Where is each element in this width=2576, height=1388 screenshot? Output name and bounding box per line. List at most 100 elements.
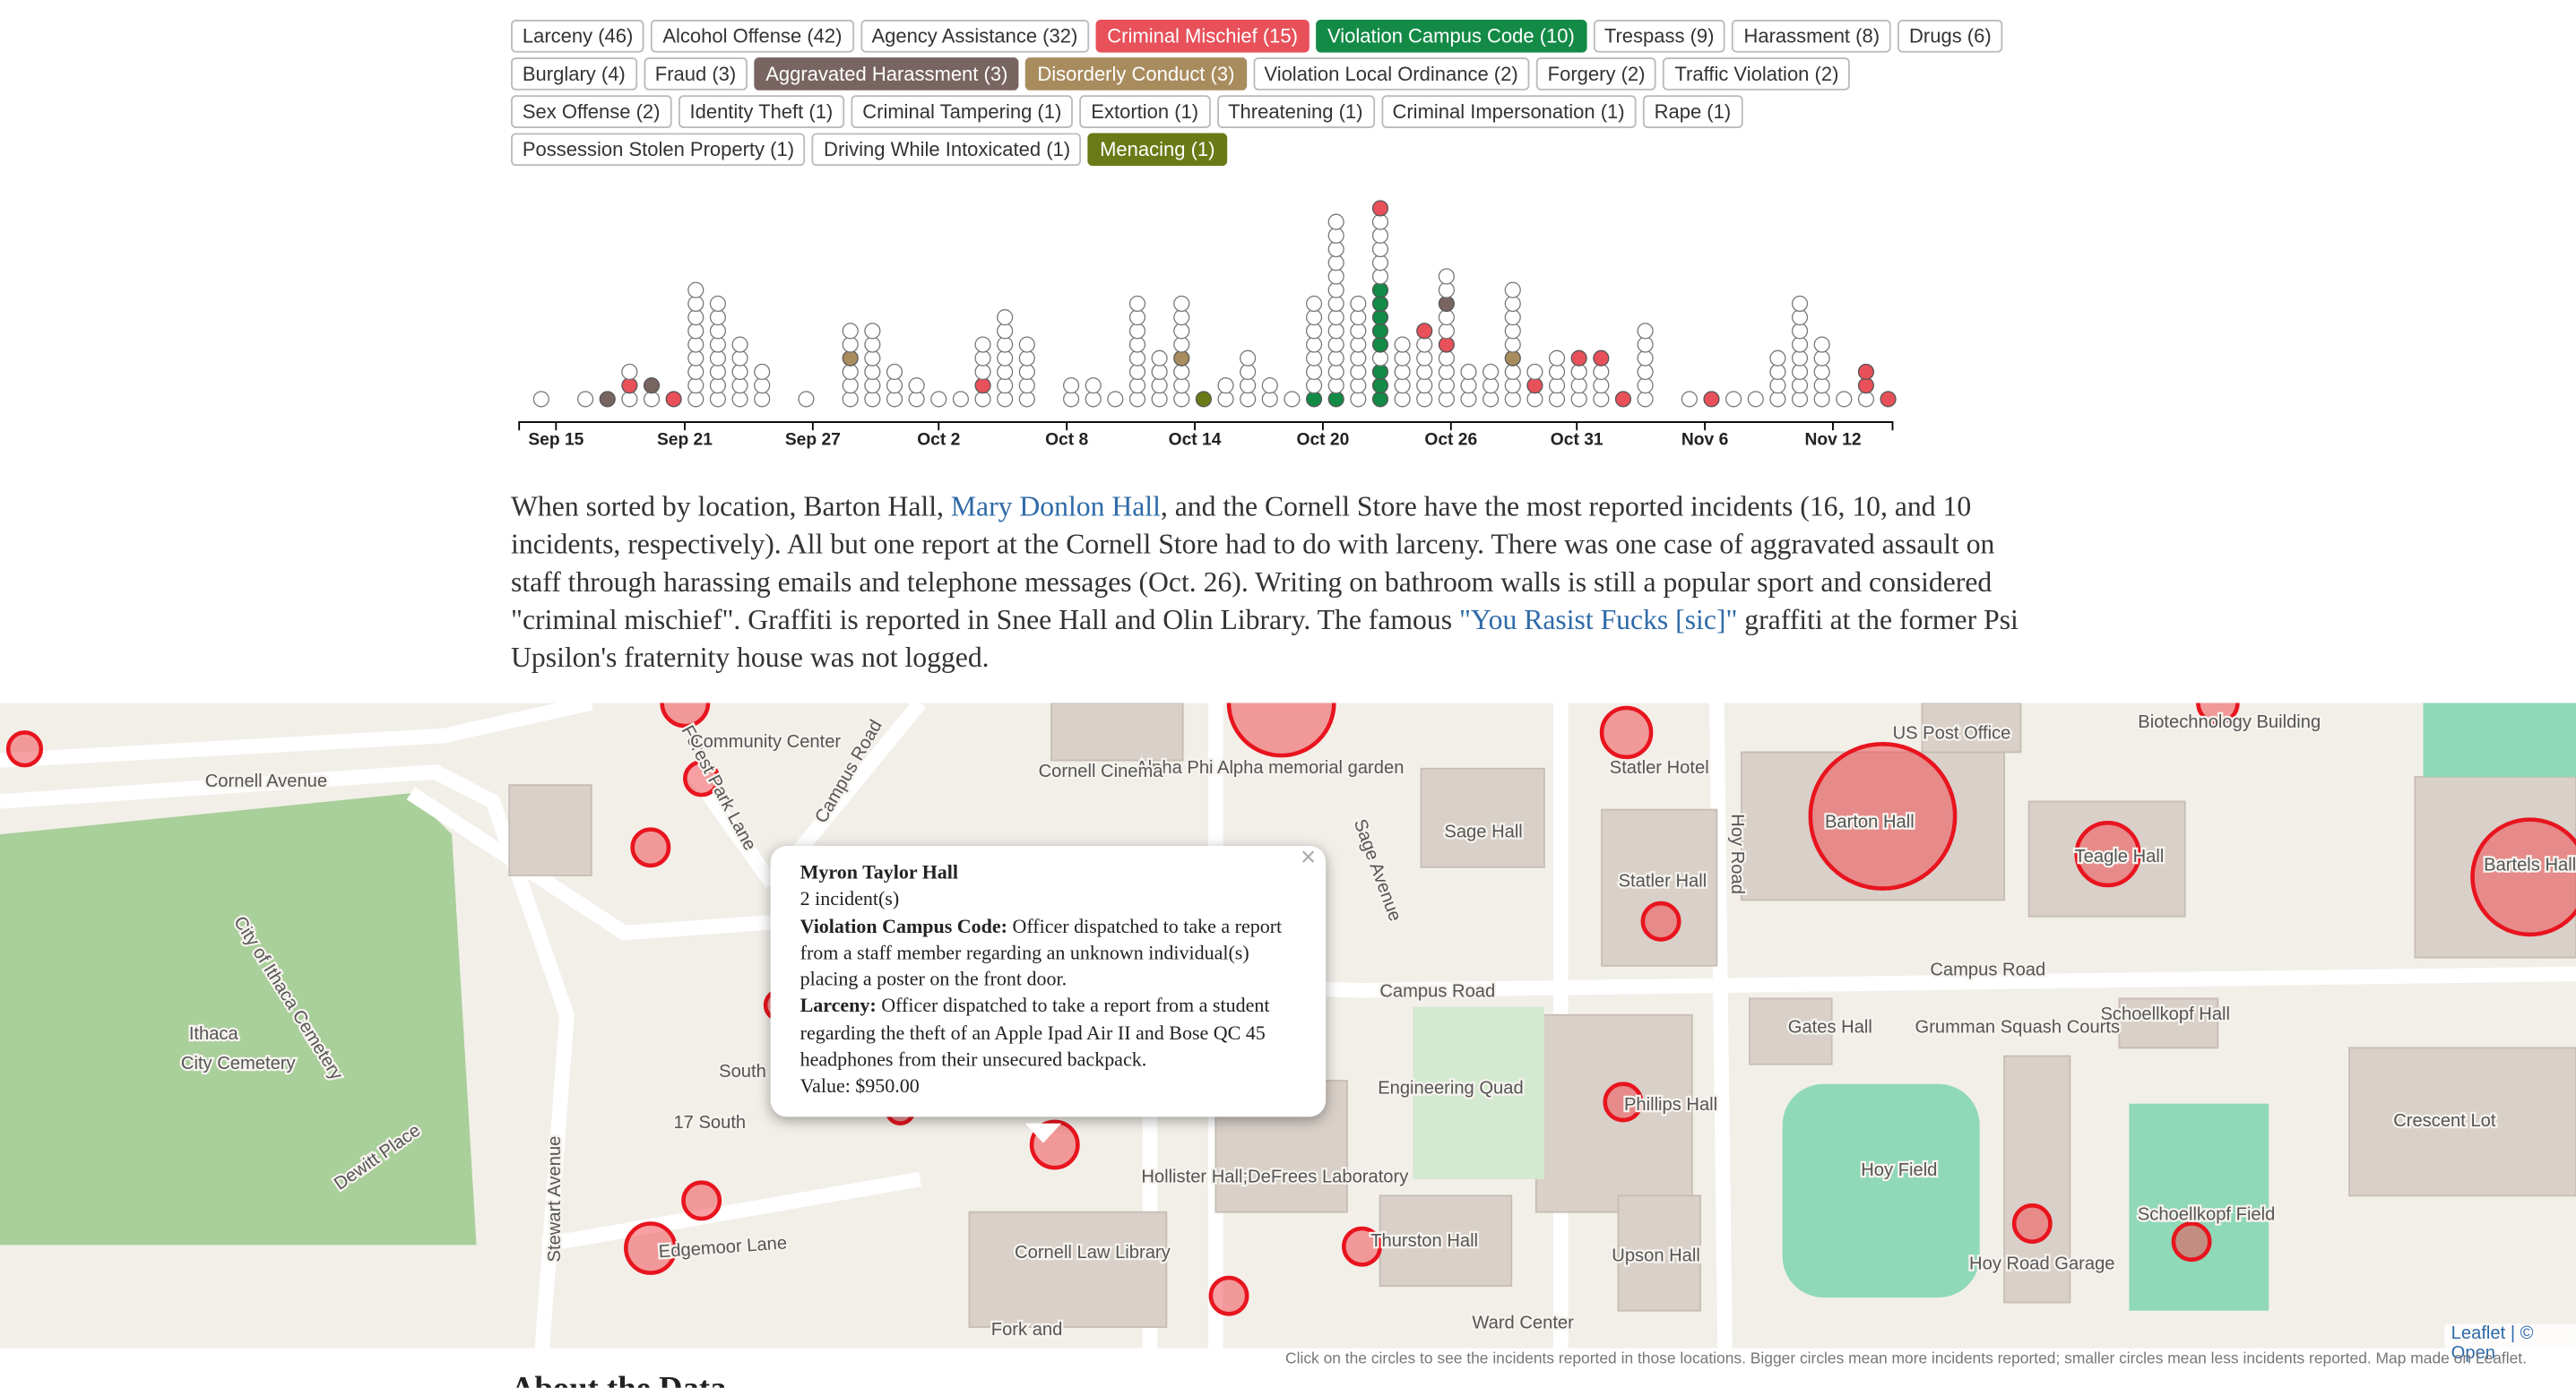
incident-dot [1173, 377, 1190, 394]
incident-dot [1195, 391, 1212, 408]
filter-tag[interactable]: Aggravated Harassment (3) [754, 57, 1020, 91]
incident-dot [709, 349, 726, 366]
filter-tag[interactable]: Forgery (2) [1535, 57, 1657, 91]
filter-tag[interactable]: Rape (1) [1642, 95, 1743, 128]
filter-tag[interactable]: Traffic Violation (2) [1663, 57, 1851, 91]
incident-dot [1438, 295, 1455, 312]
incident-circle[interactable] [2011, 1203, 2053, 1244]
incident-dot [709, 391, 726, 408]
link[interactable]: Mary Donlon Hall [950, 491, 1161, 522]
map-label: Gates Hall [1788, 1018, 1872, 1038]
incident-circle[interactable] [1640, 901, 1681, 942]
incident-dot [1371, 295, 1389, 312]
incident-circle[interactable] [1342, 1226, 1382, 1267]
map-label: Teagle Hall [2075, 847, 2165, 866]
incident-dot [1173, 336, 1190, 353]
incident-dot [886, 377, 903, 394]
filter-tag[interactable]: Criminal Mischief (15) [1095, 19, 1310, 53]
incident-dot [864, 377, 881, 394]
map-label: 17 South [673, 1113, 746, 1133]
map-label: Hoy Road Garage [1969, 1254, 2114, 1274]
link[interactable]: "You Rasist Fucks [sic]" [1458, 604, 1738, 636]
incident-dot [1504, 295, 1521, 312]
incident-circle[interactable] [660, 703, 711, 728]
filter-tag[interactable]: Extortion (1) [1079, 95, 1210, 128]
incident-dot [1128, 391, 1146, 408]
incident-circle[interactable] [1208, 1275, 1249, 1316]
incident-dot [1416, 323, 1433, 340]
incident-circle[interactable] [624, 1221, 678, 1275]
incident-dot [1371, 363, 1389, 381]
incident-dot [974, 363, 991, 381]
filter-tag[interactable]: Menacing (1) [1088, 133, 1227, 167]
incident-dot [1813, 349, 1830, 366]
incident-dot [1416, 377, 1433, 394]
incident-circle[interactable] [2196, 703, 2240, 725]
incident-circle[interactable] [1603, 1082, 1644, 1123]
incident-dot [1261, 391, 1278, 408]
incident-dot [754, 377, 771, 394]
incident-dot [1526, 363, 1543, 381]
incident-dot [532, 391, 549, 408]
incident-dot [1327, 213, 1344, 230]
filter-tag[interactable]: Possession Stolen Property (1) [511, 133, 806, 167]
incident-dot [1593, 377, 1610, 394]
incident-circle[interactable] [1226, 703, 1336, 758]
incident-dot [1305, 391, 1323, 408]
incident-dot [1018, 336, 1035, 353]
incident-circle[interactable] [2171, 1221, 2212, 1263]
incident-dot [1240, 377, 1257, 394]
incident-dot [1880, 391, 1897, 408]
filter-tag[interactable]: Violation Campus Code (10) [1316, 19, 1586, 53]
incident-circle[interactable] [630, 827, 671, 868]
popup-close[interactable]: × [1301, 844, 1317, 873]
incident-dot [997, 349, 1014, 366]
incident-dot [1063, 391, 1080, 408]
filter-tag[interactable]: Threatening (1) [1216, 95, 1375, 128]
incident-dot [1548, 349, 1566, 366]
incident-circle[interactable] [683, 760, 721, 797]
field [2423, 703, 2576, 777]
filter-tag[interactable]: Fraud (3) [643, 57, 748, 91]
incident-dot [731, 336, 748, 353]
filter-tag[interactable]: Violation Local Ordinance (2) [1252, 57, 1530, 91]
incident-dot [1791, 349, 1809, 366]
filter-tag[interactable]: Drugs (6) [1897, 19, 2003, 53]
filter-tag[interactable]: Trespass (9) [1593, 19, 1726, 53]
text-run: , and the Cornell Store have the most re… [511, 491, 1995, 636]
map-label: Campus Road [1930, 961, 2045, 980]
incident-dot [1438, 349, 1455, 366]
filter-tag[interactable]: Alcohol Offense (42) [651, 19, 854, 53]
incident-dot [687, 323, 705, 340]
incident-dot [1305, 295, 1323, 312]
incident-circle[interactable] [2470, 817, 2576, 937]
filter-tag[interactable]: Sex Offense (2) [511, 95, 672, 128]
incident-dot [754, 363, 771, 381]
filter-tag[interactable]: Identity Theft (1) [678, 95, 845, 128]
filter-tag[interactable]: Harassment (8) [1732, 19, 1891, 53]
incident-dot [1063, 377, 1080, 394]
incident-dot [842, 391, 859, 408]
filter-tag[interactable]: Driving While Intoxicated (1) [812, 133, 1082, 167]
filter-tag[interactable]: Disorderly Conduct (3) [1025, 57, 1247, 91]
incident-dot [1438, 363, 1455, 381]
filter-tag[interactable]: Agency Assistance (32) [860, 19, 1090, 53]
map-label: South [719, 1062, 766, 1082]
incident-dot [1482, 391, 1500, 408]
incident-circle[interactable] [2074, 820, 2141, 888]
filter-tag[interactable]: Larceny (46) [511, 19, 645, 53]
incident-circle[interactable] [1808, 742, 1958, 891]
filter-tag[interactable]: Criminal Tampering (1) [851, 95, 1074, 128]
map-label: Schoellkopf Hall [2100, 1004, 2230, 1024]
filter-tag[interactable]: Burglary (4) [511, 57, 637, 91]
incident-dot [1504, 391, 1521, 408]
filter-tag[interactable]: Criminal Impersonation (1) [1380, 95, 1637, 128]
incident-circle[interactable] [1599, 705, 1654, 760]
incident-circle[interactable] [681, 1180, 722, 1221]
incident-dot [1371, 349, 1389, 366]
incident-circle[interactable] [5, 730, 44, 768]
map-attribution[interactable]: Leaflet | © Open [2444, 1323, 2576, 1364]
x-tick-label: Oct 14 [1169, 431, 1222, 450]
popup-count: 2 incident(s) [800, 887, 900, 910]
